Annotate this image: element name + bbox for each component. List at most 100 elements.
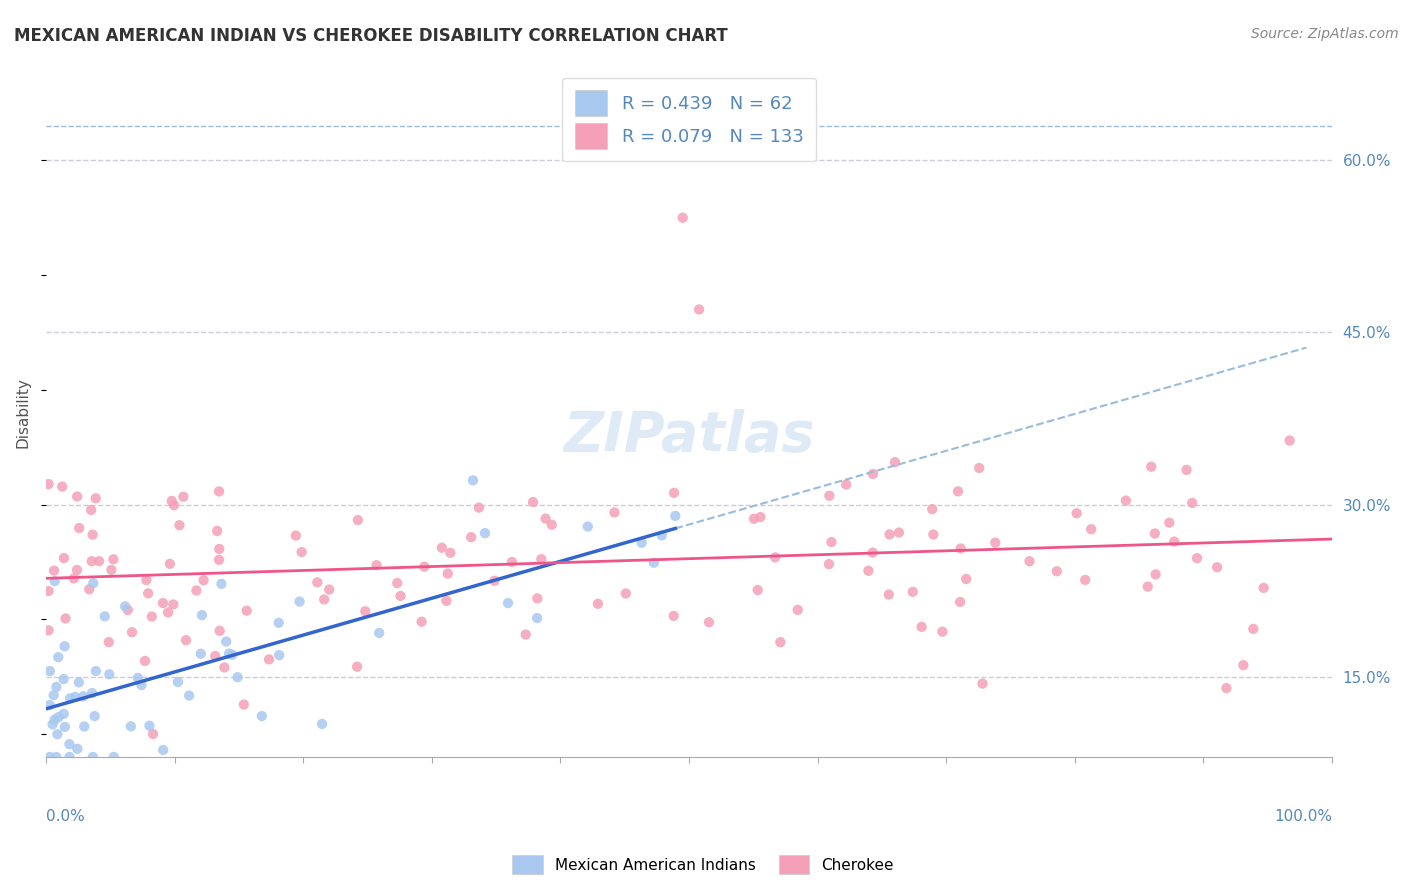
Point (208, 624, 231, 638)
Point (526, 591, 548, 606)
Point (73, 719, 96, 733)
Point (38, 664, 60, 678)
Point (946, 484, 969, 499)
Point (172, 490, 194, 504)
Point (152, 743, 174, 757)
Point (1175, 463, 1198, 477)
Point (662, 608, 685, 623)
Point (955, 572, 977, 586)
Point (291, 545, 314, 559)
Point (879, 527, 901, 541)
Point (152, 596, 174, 610)
Point (186, 583, 208, 598)
Point (922, 527, 945, 541)
Point (662, 486, 685, 500)
Point (66, 490, 89, 504)
Point (83, 709, 105, 723)
Point (38, 698, 60, 713)
Point (46, 650, 69, 665)
Text: ZIPatlas: ZIPatlas (564, 409, 815, 463)
Point (884, 455, 907, 469)
Point (484, 574, 506, 588)
Point (311, 717, 333, 731)
Point (1046, 564, 1069, 578)
Point (1163, 534, 1185, 549)
Point (190, 647, 212, 661)
Point (100, 563, 122, 577)
Point (1080, 522, 1102, 536)
Point (1215, 681, 1237, 695)
Point (515, 627, 537, 641)
Point (769, 635, 792, 649)
Point (157, 606, 180, 620)
Point (346, 659, 368, 673)
Point (53, 639, 76, 653)
Point (314, 592, 336, 607)
Point (534, 511, 557, 525)
Point (114, 599, 136, 614)
Point (98, 667, 121, 681)
Point (436, 594, 458, 608)
Point (697, 615, 720, 630)
Point (877, 588, 900, 602)
Point (664, 508, 686, 523)
Point (1232, 658, 1254, 673)
Point (226, 670, 249, 684)
Point (688, 302, 710, 317)
Point (55, 611, 77, 625)
Point (97, 635, 120, 649)
Point (818, 557, 841, 571)
Point (354, 604, 377, 618)
Point (468, 500, 491, 515)
Point (42, 688, 65, 702)
Point (208, 541, 231, 556)
Point (131, 678, 153, 692)
Point (1143, 526, 1166, 541)
Point (167, 675, 190, 690)
Point (193, 573, 215, 587)
Point (389, 589, 412, 603)
Point (141, 609, 163, 624)
Point (1159, 516, 1181, 530)
Point (82, 686, 104, 700)
Point (45, 680, 67, 694)
Point (526, 611, 548, 625)
Point (221, 648, 243, 662)
Point (818, 489, 841, 503)
Point (84, 664, 107, 678)
Point (1140, 459, 1163, 474)
Point (413, 559, 436, 574)
Point (162, 598, 184, 612)
Point (103, 750, 125, 764)
Point (38, 750, 60, 764)
Point (366, 558, 388, 573)
Point (72, 690, 94, 704)
Point (630, 535, 652, 549)
Point (614, 586, 637, 600)
Point (1066, 506, 1088, 520)
Point (931, 624, 953, 639)
Point (160, 494, 183, 508)
Point (82, 576, 104, 591)
Point (439, 546, 461, 560)
Point (82, 527, 104, 541)
Point (742, 512, 765, 526)
Point (858, 564, 880, 578)
Text: MEXICAN AMERICAN INDIAN VS CHEROKEE DISABILITY CORRELATION CHART: MEXICAN AMERICAN INDIAN VS CHEROKEE DISA… (14, 27, 728, 45)
Point (347, 513, 370, 527)
Point (209, 577, 232, 591)
Point (82, 750, 104, 764)
Point (257, 652, 280, 666)
Point (44, 574, 66, 589)
Point (586, 597, 609, 611)
Point (967, 461, 990, 475)
Point (84, 491, 107, 506)
Point (747, 583, 769, 598)
Point (46, 727, 69, 741)
Point (972, 676, 994, 690)
Point (204, 649, 226, 664)
Point (1206, 560, 1229, 574)
Point (127, 671, 149, 685)
Point (174, 633, 197, 648)
Point (45, 750, 67, 764)
